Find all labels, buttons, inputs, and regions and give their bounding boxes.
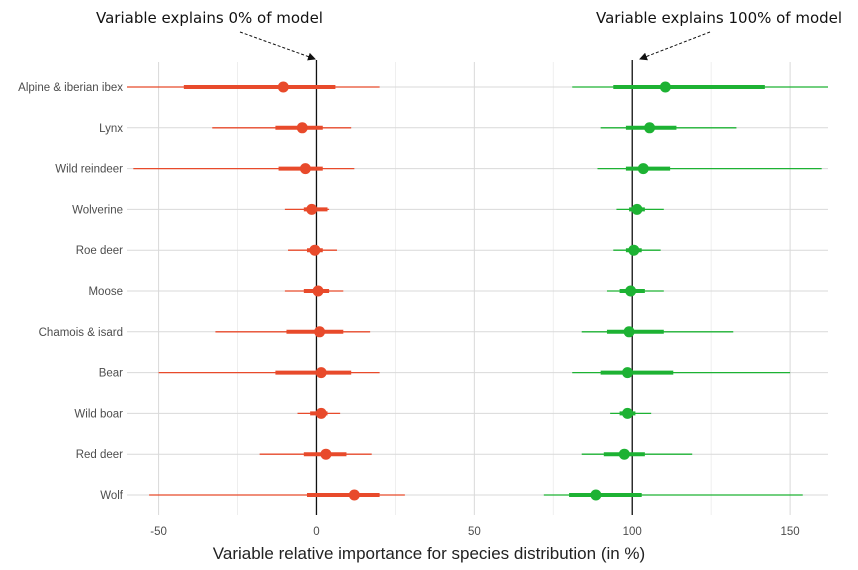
right-wild-boar-point bbox=[621, 407, 633, 419]
left-wolf-point bbox=[348, 489, 360, 501]
right-wolf-point bbox=[590, 489, 602, 501]
right-moose-point bbox=[625, 285, 637, 297]
right-wolverine-point bbox=[631, 203, 643, 215]
x-tick-label: 100 bbox=[623, 526, 642, 538]
x-tick-label: 0 bbox=[313, 526, 319, 538]
right-wild-reindeer-point bbox=[637, 163, 649, 175]
left-chamois-and-isard-point bbox=[314, 326, 326, 338]
y-tick-label-wolverine: Wolverine bbox=[72, 204, 123, 216]
y-tick-label-wolf: Wolf bbox=[100, 490, 124, 502]
right-bear-point bbox=[621, 367, 633, 379]
forest-marks bbox=[127, 81, 828, 501]
left-lynx-point bbox=[296, 122, 308, 134]
grid bbox=[127, 62, 828, 515]
y-tick-label-alpine-and-iberian-ibex: Alpine & iberian ibex bbox=[18, 82, 123, 94]
x-axis-ticks: -50 0 50 100 150 bbox=[150, 526, 799, 538]
annotation-zero-percent: Variable explains 0% of model bbox=[96, 9, 323, 27]
x-axis-title: Variable relative importance for species… bbox=[212, 544, 646, 563]
left-red-deer-point bbox=[320, 448, 332, 460]
right-red-deer-point bbox=[618, 448, 630, 460]
y-tick-label-wild-boar: Wild boar bbox=[74, 408, 123, 420]
right-roe-deer-point bbox=[628, 244, 640, 256]
y-tick-label-bear: Bear bbox=[99, 368, 123, 380]
left-wild-reindeer-point bbox=[299, 163, 311, 175]
right-alpine-and-iberian-ibex-point bbox=[659, 81, 671, 93]
x-tick-label: 50 bbox=[468, 526, 481, 538]
arrow-zero-percent bbox=[239, 31, 316, 61]
y-tick-label-moose: Moose bbox=[88, 286, 123, 298]
y-tick-label-chamois-and-isard: Chamois & isard bbox=[39, 327, 123, 339]
y-axis-labels: Alpine & iberian ibex Lynx Wild reindeer Wo… bbox=[18, 82, 124, 502]
y-tick-label-red-deer: Red deer bbox=[76, 449, 123, 461]
left-wolverine-point bbox=[306, 203, 318, 215]
arrow-hundred-percent bbox=[639, 31, 711, 61]
right-lynx-point bbox=[644, 122, 656, 134]
left-moose-point bbox=[312, 285, 324, 297]
annotation-arrows bbox=[239, 31, 711, 61]
left-alpine-and-iberian-ibex-point bbox=[277, 81, 289, 93]
y-tick-label-roe-deer: Roe deer bbox=[76, 245, 123, 257]
left-wild-boar-point bbox=[315, 407, 327, 419]
left-bear-point bbox=[315, 367, 327, 379]
x-tick-label: 150 bbox=[781, 526, 800, 538]
y-tick-label-lynx: Lynx bbox=[99, 123, 123, 135]
right-chamois-and-isard-point bbox=[623, 326, 635, 338]
y-tick-label-wild-reindeer: Wild reindeer bbox=[55, 164, 123, 176]
left-roe-deer-point bbox=[309, 244, 321, 256]
annotation-hundred-percent: Variable explains 100% of model bbox=[596, 9, 843, 27]
x-tick-label: -50 bbox=[150, 526, 167, 538]
